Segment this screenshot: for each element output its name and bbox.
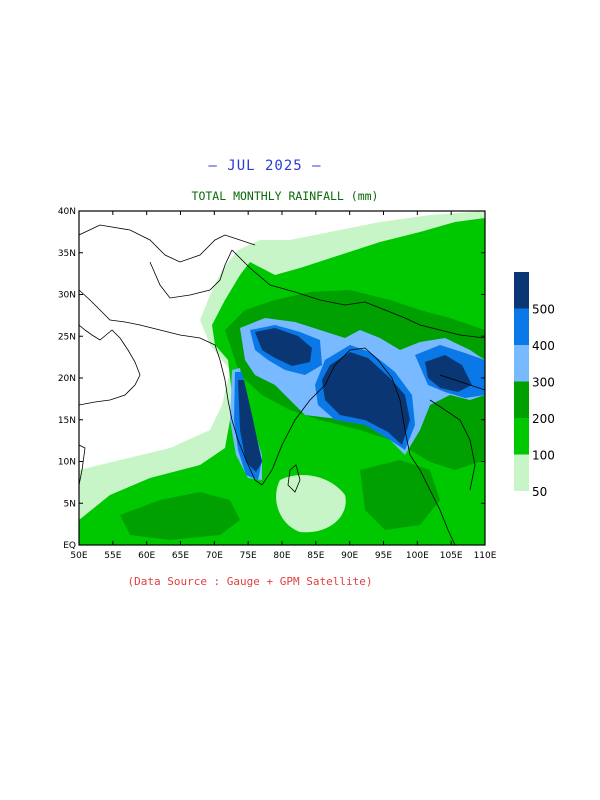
lat-tick-label: 5N (64, 499, 76, 509)
china-border (404, 317, 485, 339)
lon-tick-label: 90E (341, 551, 358, 561)
somalia-coast (79, 444, 86, 486)
lon-tick-label: 95E (375, 551, 392, 561)
rain-zone-200 (360, 460, 440, 530)
china-south-coast (439, 374, 485, 391)
lon-tick-label: 105E (440, 551, 463, 561)
lon-tick-label: 60E (138, 551, 155, 561)
india-west-coast (214, 344, 263, 486)
lon-ticks: 50E 55E 60E 65E 70E 75E 80E 85E 90E 95E 100E 105E 11… (70, 211, 497, 561)
rainfall-field (79, 211, 485, 545)
rain-zone-500 (322, 352, 410, 445)
arabia-coast (79, 324, 141, 406)
bangladesh-myanmar-coast (334, 347, 411, 456)
lon-tick-label: 70E (206, 551, 223, 561)
lat-tick-label: 15N (58, 416, 76, 426)
legend-swatch (514, 454, 529, 491)
himalaya-border (231, 249, 406, 319)
lon-tick-label: 100E (406, 551, 429, 561)
iran-borders (79, 224, 256, 263)
rain-zone-500 (238, 380, 262, 472)
lat-tick-label: 20N (58, 374, 76, 384)
legend-swatch (514, 272, 529, 309)
rain-zone-500 (425, 355, 472, 392)
india-east-coast (261, 364, 336, 486)
lat-tick-label: 30N (58, 291, 76, 301)
legend-label: 200 (532, 412, 555, 426)
legend-swatch (514, 381, 529, 418)
lon-tick-label: 75E (240, 551, 257, 561)
low-rain-patch (276, 475, 346, 533)
rain-zone-500 (255, 328, 312, 366)
lon-tick-label: 50E (70, 551, 87, 561)
lat-tick-label: 10N (58, 458, 76, 468)
afghan-pak-border (149, 249, 233, 299)
lon-tick-label: 65E (172, 551, 189, 561)
lat-tick-label: 40N (58, 207, 76, 217)
month-title: — JUL 2025 — (208, 158, 322, 174)
coastlines (79, 224, 485, 545)
legend-label: 100 (532, 449, 555, 463)
lon-tick-label: 80E (273, 551, 290, 561)
chart-title: TOTAL MONTHLY RAINFALL (mm) (191, 189, 379, 203)
color-legend: 50 100 200 300 400 500 (514, 272, 555, 499)
legend-swatch (514, 345, 529, 382)
lon-tick-label: 55E (104, 551, 121, 561)
indochina-coast (409, 454, 456, 545)
se-asia-coast (429, 399, 476, 491)
lat-tick-label: EQ (63, 541, 76, 551)
lat-tick-label: 35N (58, 249, 76, 259)
legend-swatch (514, 308, 529, 345)
legend-label: 50 (532, 485, 547, 499)
legend-label: 300 (532, 376, 555, 390)
lat-tick-label: 25N (58, 332, 76, 342)
legend-label: 500 (532, 303, 555, 317)
rain-zone-200 (120, 492, 240, 540)
persian-gulf-coast (79, 289, 216, 346)
legend-label: 400 (532, 339, 555, 353)
sri-lanka (287, 464, 301, 493)
lon-tick-label: 110E (474, 551, 497, 561)
legend-swatch (514, 418, 529, 455)
data-source-note: (Data Source : Gauge + GPM Satellite) (127, 575, 373, 588)
lat-ticks: EQ 5N 10N 15N 20N 25N 30N 35N 40N (58, 207, 485, 551)
lon-tick-label: 85E (307, 551, 324, 561)
